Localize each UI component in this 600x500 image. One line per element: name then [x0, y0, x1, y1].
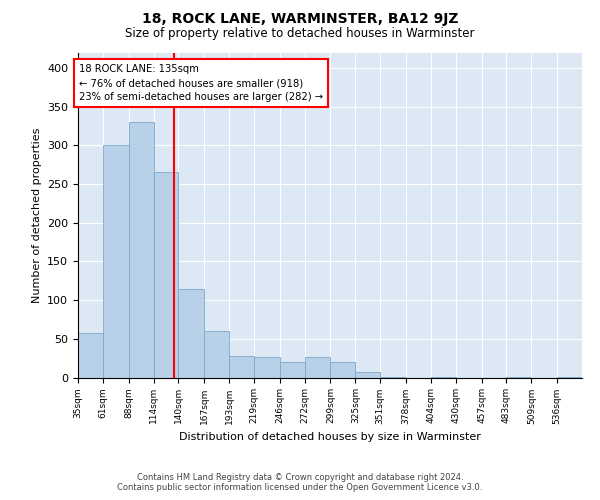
Text: Size of property relative to detached houses in Warminster: Size of property relative to detached ho… [125, 28, 475, 40]
Bar [557, 376, 582, 378]
Bar [254, 356, 280, 378]
Text: Contains HM Land Registry data © Crown copyright and database right 2024.
Contai: Contains HM Land Registry data © Crown c… [118, 473, 482, 492]
Bar [331, 362, 355, 378]
Bar [506, 376, 532, 378]
Bar [78, 332, 103, 378]
Bar [103, 146, 128, 378]
Bar [229, 356, 254, 378]
Bar [305, 356, 331, 378]
Bar [280, 362, 305, 378]
Bar [178, 288, 204, 378]
Bar [154, 172, 178, 378]
Bar [380, 376, 406, 378]
Text: 18 ROCK LANE: 135sqm
← 76% of detached houses are smaller (918)
23% of semi-deta: 18 ROCK LANE: 135sqm ← 76% of detached h… [79, 64, 323, 102]
Bar [355, 372, 380, 378]
Bar [128, 122, 154, 378]
Bar [204, 331, 229, 378]
Y-axis label: Number of detached properties: Number of detached properties [32, 128, 41, 302]
Text: 18, ROCK LANE, WARMINSTER, BA12 9JZ: 18, ROCK LANE, WARMINSTER, BA12 9JZ [142, 12, 458, 26]
X-axis label: Distribution of detached houses by size in Warminster: Distribution of detached houses by size … [179, 432, 481, 442]
Bar [431, 376, 456, 378]
